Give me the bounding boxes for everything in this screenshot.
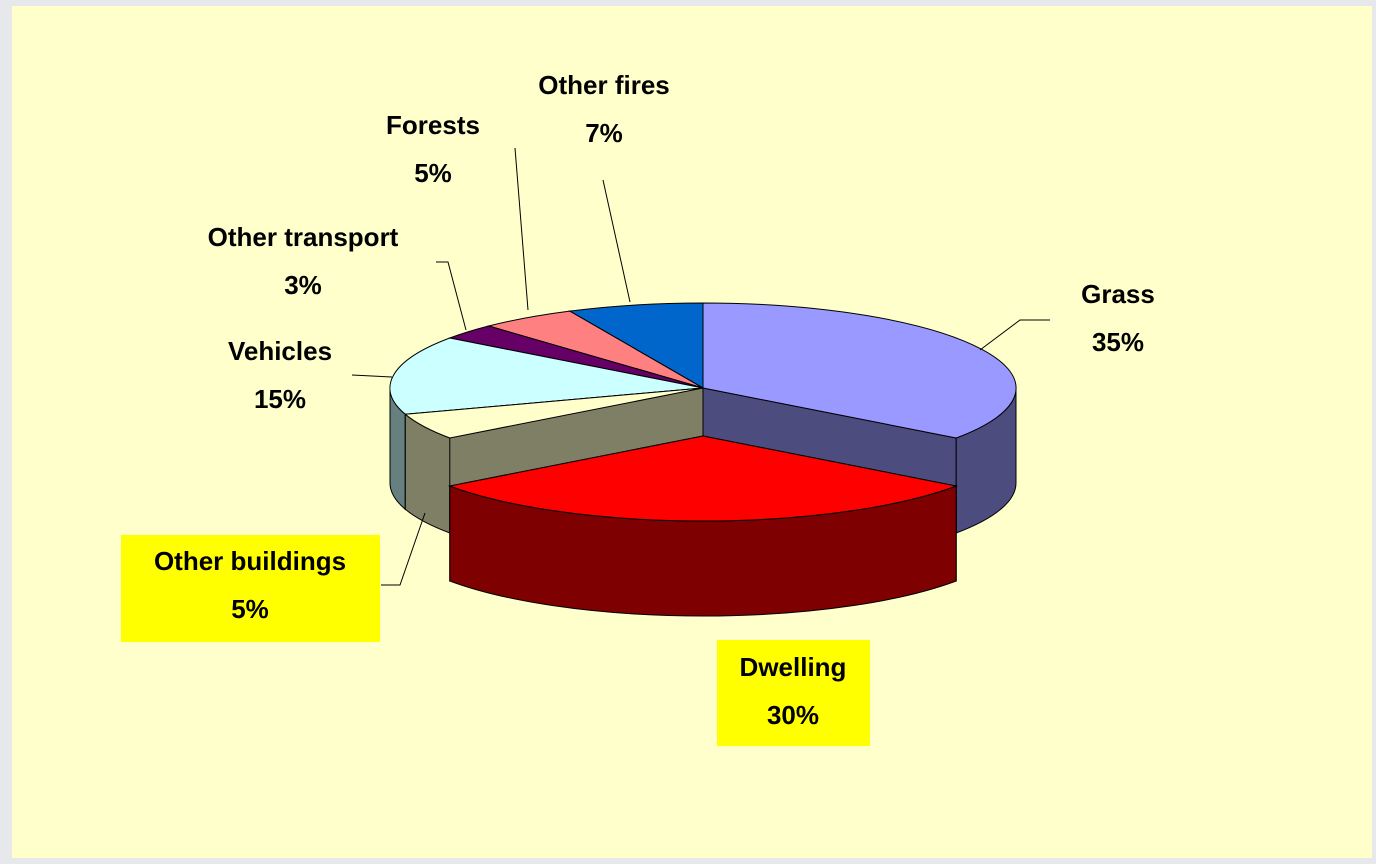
label-highlight <box>717 640 870 746</box>
slice <box>389 337 704 415</box>
slice-label: Other buildings <box>154 546 346 576</box>
slice <box>404 387 704 439</box>
slice-label: Grass <box>1081 279 1155 309</box>
slice-value-label: 7% <box>585 118 623 148</box>
slice-value-label: 3% <box>284 270 322 300</box>
slice <box>702 302 1017 439</box>
leader-line <box>514 147 529 311</box>
label-highlight <box>121 535 380 642</box>
slice-value-label: 30% <box>767 700 819 730</box>
slice <box>447 435 959 522</box>
slice <box>568 302 704 389</box>
slice-value-label: 5% <box>414 158 452 188</box>
slice-label: Other fires <box>538 70 670 100</box>
leader-line <box>436 261 467 331</box>
slice-label: Forests <box>386 110 480 140</box>
slice-label: Other transport <box>208 222 399 252</box>
slice-label: Vehicles <box>228 336 332 366</box>
leader-line <box>979 319 1050 351</box>
leader-line <box>602 179 631 303</box>
leader-line <box>351 374 393 378</box>
slice-value-label: 35% <box>1092 327 1144 357</box>
slice-value-label: 15% <box>254 384 306 414</box>
slice-label: Dwelling <box>740 652 847 682</box>
leader-line <box>381 512 426 586</box>
slice-value-label: 5% <box>231 594 269 624</box>
